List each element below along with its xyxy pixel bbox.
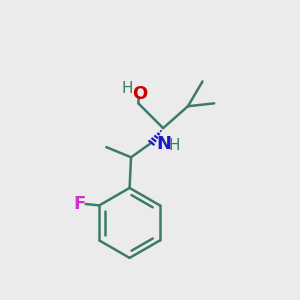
Text: H: H	[122, 81, 133, 96]
Text: F: F	[74, 195, 86, 213]
Text: H: H	[168, 138, 180, 153]
Text: O: O	[132, 85, 147, 103]
Text: N: N	[157, 135, 172, 153]
